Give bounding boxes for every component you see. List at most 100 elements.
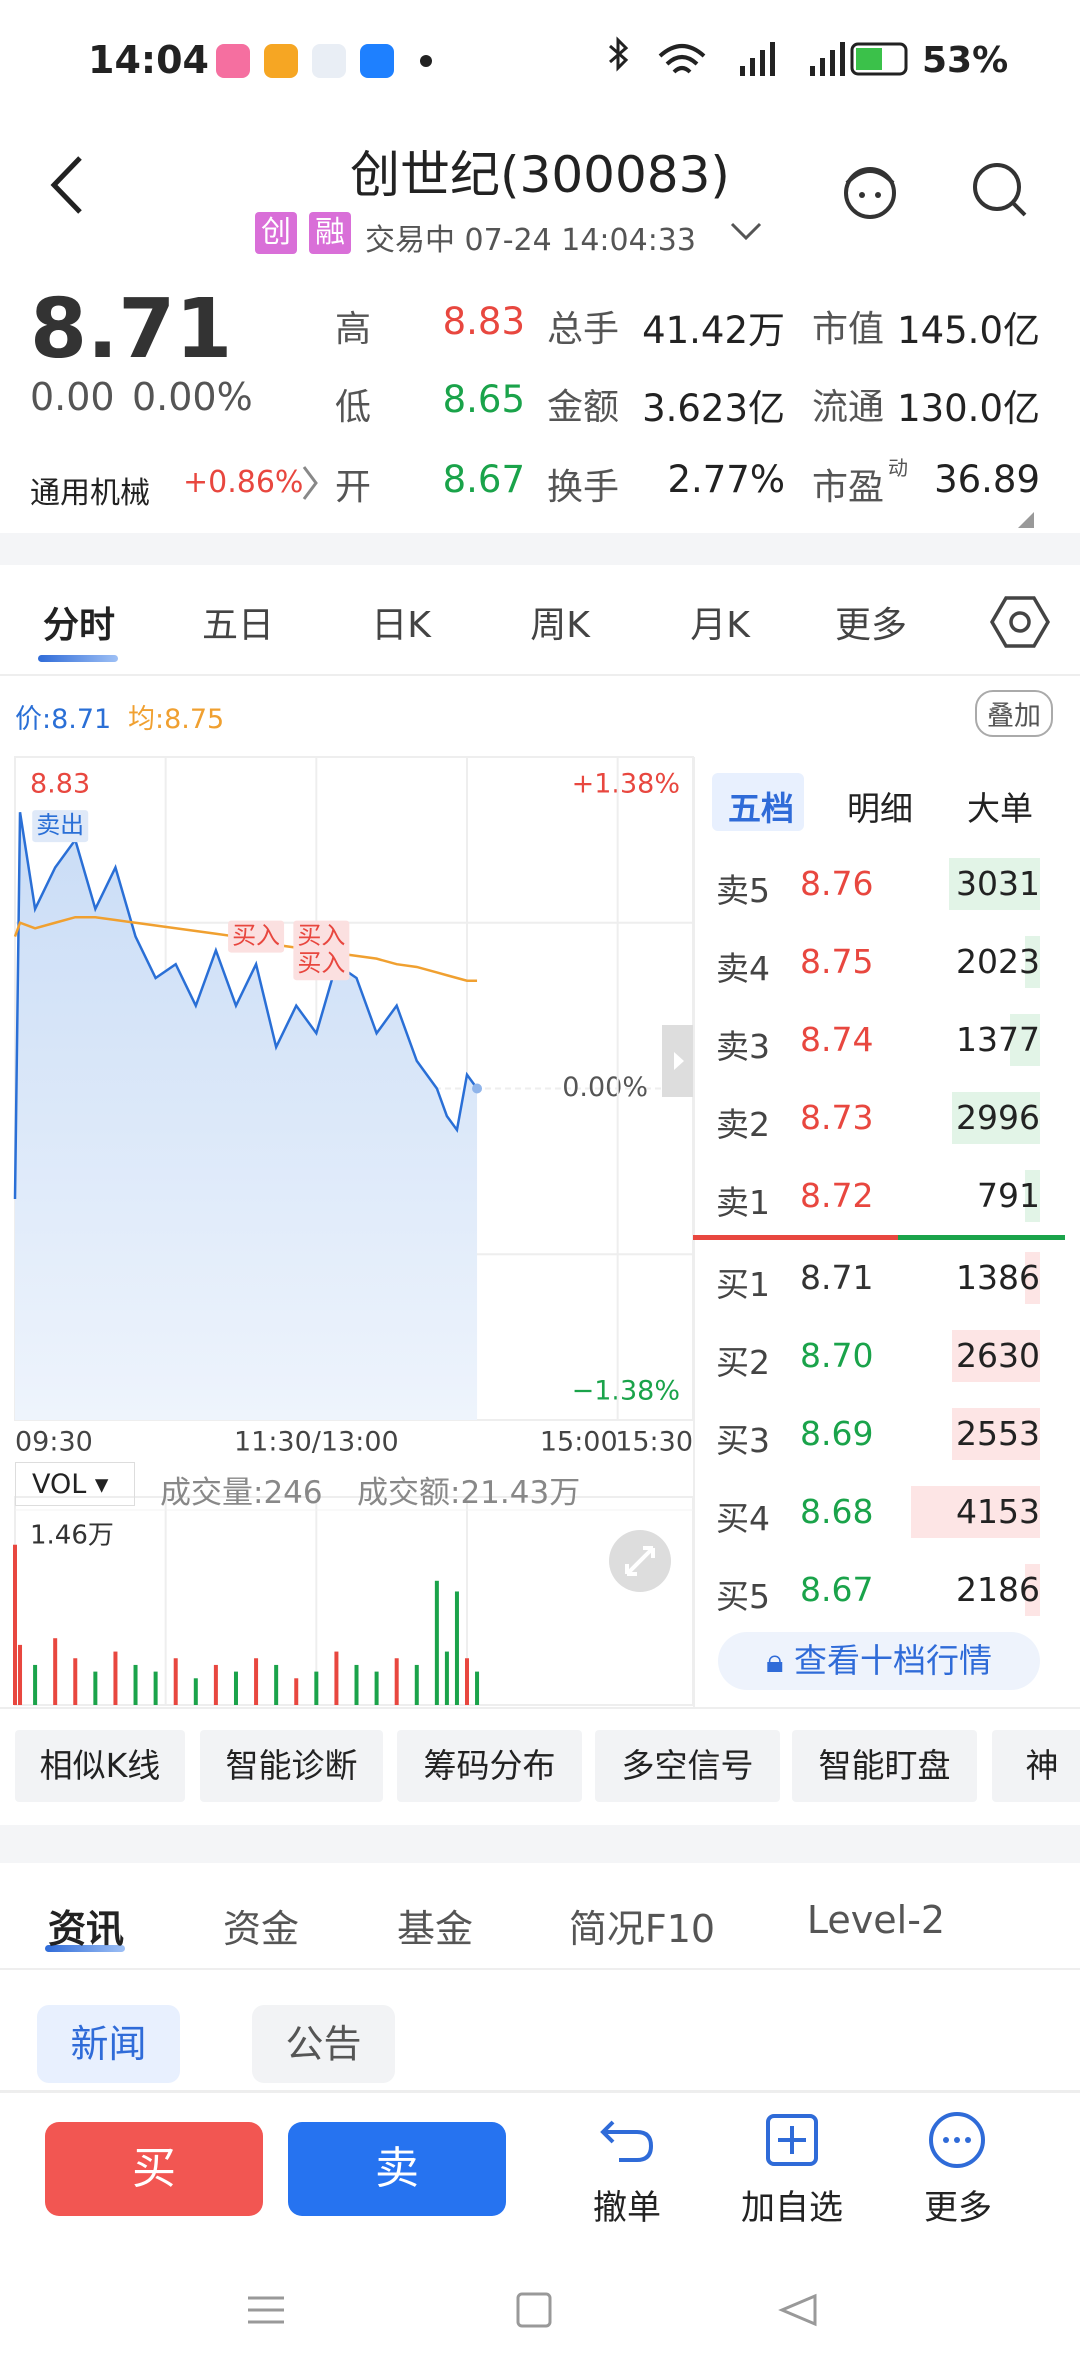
ask-bar — [693, 1235, 898, 1240]
dot — [420, 55, 432, 67]
stat-label: 开 — [335, 467, 372, 508]
action-label[interactable]: 加自选 — [741, 2188, 843, 2228]
tab-indicator — [45, 1945, 125, 1952]
action-label[interactable]: 更多 — [924, 2188, 992, 2228]
settings[interactable] — [990, 592, 1050, 652]
volume-bar — [113, 1651, 118, 1705]
stat-label: 流通 — [812, 387, 885, 428]
cancel-icon — [600, 2120, 654, 2162]
y2-tick-label: −1.38% — [572, 1376, 680, 1407]
chart-tab[interactable]: 分时 — [42, 605, 115, 646]
stat-value: 8.67 — [442, 458, 525, 501]
separator — [0, 533, 1080, 565]
volume-bar — [13, 1544, 17, 1705]
volume-bar — [173, 1658, 178, 1705]
sector[interactable]: 通用机械 — [30, 476, 150, 511]
nav-home[interactable] — [516, 2292, 552, 2328]
volume-bar — [18, 1644, 23, 1705]
x-tick-label: 15:30 — [615, 1427, 693, 1458]
expand[interactable] — [728, 220, 764, 244]
volume-bar — [133, 1664, 138, 1705]
order-book-tab[interactable]: 五档 — [728, 789, 794, 828]
trade-status: 交易中 07-24 14:04:33 — [365, 223, 696, 258]
sell-button[interactable]: 卖 — [288, 2122, 506, 2216]
chart-tab[interactable]: 五日 — [201, 605, 274, 646]
nav-back[interactable] — [778, 2293, 817, 2327]
level-label: 卖3 — [716, 1027, 770, 1066]
level-price: 8.67 — [800, 1570, 874, 1609]
level-volume: 2996 — [956, 1098, 1040, 1137]
volume-bar — [294, 1678, 299, 1705]
stat-label: 换手 — [547, 467, 620, 508]
news-subtab[interactable]: 公告 — [252, 2005, 395, 2083]
volume-bg — [952, 1330, 1040, 1382]
stat-value: 8.83 — [442, 300, 525, 343]
bid-bar — [898, 1235, 1065, 1240]
app-icon — [360, 44, 394, 78]
stat-value: 2.77% — [667, 458, 785, 501]
volume-bar — [254, 1658, 259, 1705]
level-volume: 1377 — [956, 1020, 1040, 1059]
x-tick-label: 15:00 — [540, 1427, 618, 1458]
volume-bar — [454, 1591, 459, 1705]
level-label: 卖5 — [716, 871, 770, 910]
trade-marker-bg — [293, 920, 350, 953]
clock: 14:04 — [88, 38, 209, 82]
stat-label: 高 — [335, 309, 372, 350]
back-button[interactable] — [40, 150, 100, 220]
trade-marker-bg — [32, 810, 89, 843]
level-label: 买1 — [716, 1265, 770, 1304]
tool-chip[interactable]: 神 — [992, 1730, 1080, 1802]
news-tab[interactable]: 资讯 — [47, 1907, 124, 1951]
news-tab[interactable]: 简况F10 — [568, 1907, 716, 1951]
volume-bg — [952, 1092, 1040, 1144]
volume-bar — [444, 1651, 449, 1705]
level-volume: 2186 — [956, 1570, 1040, 1609]
chart-tab[interactable]: 月K — [690, 605, 750, 646]
tool-chip[interactable]: 筹码分布 — [397, 1730, 582, 1802]
overlay-button[interactable]: 叠加 — [975, 690, 1053, 737]
order-book-tab[interactable]: 明细 — [847, 789, 913, 828]
news-tab[interactable]: 基金 — [396, 1907, 473, 1951]
trade-marker: 买入 — [297, 949, 345, 977]
stat-value: 3.623亿 — [642, 387, 785, 430]
app-icon — [264, 44, 298, 78]
app-icon — [312, 44, 346, 78]
tool-chip[interactable]: 多空信号 — [595, 1730, 780, 1802]
tool-chip[interactable]: 智能盯盘 — [792, 1730, 977, 1802]
stat-value: 36.89 — [934, 458, 1040, 501]
tool-chip[interactable]: 智能诊断 — [200, 1730, 383, 1802]
news-tab[interactable]: Level-2 — [806, 1898, 946, 1942]
news-tab[interactable]: 资金 — [222, 1907, 299, 1951]
news-subtab[interactable]: 新闻 — [37, 2005, 180, 2083]
nav-menu[interactable] — [248, 2296, 284, 2324]
last-point — [472, 1083, 483, 1094]
x-tick-label: 09:30 — [15, 1427, 93, 1458]
search-icon[interactable] — [965, 155, 1035, 225]
order-book-tab[interactable]: 大单 — [967, 789, 1033, 828]
tool-chip[interactable]: 相似K线 — [15, 1730, 185, 1802]
y-tick-label: 8.83 — [30, 769, 90, 800]
change: 0.00 — [30, 375, 115, 419]
full-depth-button[interactable]: 🔒︎ 查看十档行情 — [718, 1632, 1040, 1690]
buy-button[interactable]: 买 — [45, 2122, 263, 2216]
level-label: 卖2 — [716, 1105, 770, 1144]
level-volume: 2553 — [956, 1414, 1040, 1453]
add-watch-icon — [766, 2114, 818, 2166]
y2-tick-label: +1.38% — [572, 769, 680, 800]
wifi — [658, 44, 706, 74]
volume-bar — [394, 1658, 399, 1705]
volume-bar — [73, 1658, 78, 1705]
chart-tab[interactable]: 更多 — [834, 605, 907, 646]
level-volume: 791 — [977, 1176, 1040, 1215]
chart-tab[interactable]: 周K — [530, 605, 590, 646]
expand-chart[interactable] — [607, 1528, 673, 1594]
chart-tab[interactable]: 日K — [371, 605, 431, 646]
divider — [0, 1968, 1080, 1970]
stat-label: 市值 — [812, 309, 885, 350]
indicator-select[interactable]: VOL ▾ — [15, 1462, 135, 1506]
action-label[interactable]: 撤单 — [593, 2188, 661, 2228]
assistant-icon[interactable] — [835, 155, 905, 225]
price-line — [13, 812, 479, 1200]
